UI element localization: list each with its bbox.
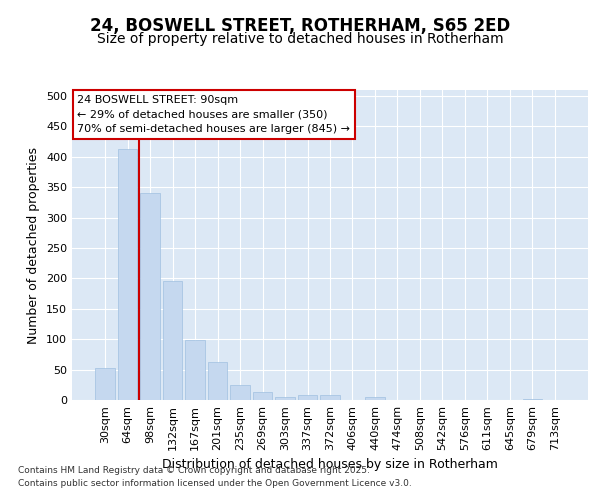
Bar — [298, 395, 317, 400]
X-axis label: Distribution of detached houses by size in Rotherham: Distribution of detached houses by size … — [162, 458, 498, 471]
Bar — [163, 282, 182, 400]
Bar — [95, 368, 115, 400]
Text: 24, BOSWELL STREET, ROTHERHAM, S65 2ED: 24, BOSWELL STREET, ROTHERHAM, S65 2ED — [90, 18, 510, 36]
Text: 24 BOSWELL STREET: 90sqm
← 29% of detached houses are smaller (350)
70% of semi-: 24 BOSWELL STREET: 90sqm ← 29% of detach… — [77, 94, 350, 134]
Bar — [320, 395, 340, 400]
Bar — [365, 397, 385, 400]
Bar — [140, 194, 160, 400]
Bar — [275, 397, 295, 400]
Text: Size of property relative to detached houses in Rotherham: Size of property relative to detached ho… — [97, 32, 503, 46]
Bar — [230, 385, 250, 400]
Text: Contains HM Land Registry data © Crown copyright and database right 2025.
Contai: Contains HM Land Registry data © Crown c… — [18, 466, 412, 487]
Bar — [118, 149, 137, 400]
Bar — [523, 399, 542, 400]
Bar — [185, 340, 205, 400]
Y-axis label: Number of detached properties: Number of detached properties — [28, 146, 40, 344]
Bar — [208, 362, 227, 400]
Bar — [253, 392, 272, 400]
